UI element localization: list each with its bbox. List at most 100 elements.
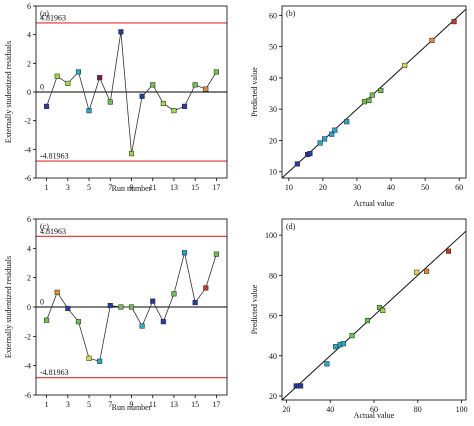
fit-line (281, 230, 467, 401)
data-point (307, 151, 313, 157)
x-tick-label: 3 (66, 183, 70, 192)
data-point (65, 80, 71, 86)
data-point (376, 304, 383, 311)
x-tick-label: 9 (130, 400, 134, 409)
data-point (150, 298, 156, 304)
data-point (322, 136, 328, 142)
y-tick-label: 4 (27, 244, 31, 253)
data-point (75, 319, 81, 325)
data-point (203, 285, 209, 291)
data-point (160, 319, 166, 325)
x-tick-label: 13 (170, 183, 178, 192)
x-tick-label: 11 (149, 400, 157, 409)
data-point (160, 100, 166, 107)
data-point (97, 358, 103, 364)
x-tick-label: 60 (370, 405, 378, 414)
y-tick-label: 4 (27, 31, 31, 40)
data-point (128, 151, 135, 157)
data-point (369, 92, 375, 98)
data-point (324, 361, 330, 367)
data-point (86, 355, 92, 361)
x-tick-label: 15 (191, 183, 199, 192)
x-tick-label: 3 (66, 400, 70, 409)
data-point (378, 87, 384, 93)
x-tick-label: 60 (455, 183, 463, 192)
y-tick-label: 6 (27, 215, 31, 224)
x-tick-label: 1 (45, 400, 49, 409)
data-point (171, 108, 177, 114)
data-point (333, 344, 339, 350)
data-point (86, 108, 92, 114)
x-tick-label: 5 (87, 400, 91, 409)
data-point (317, 140, 323, 146)
data-point (139, 323, 145, 329)
y-tick-label: 30 (269, 105, 277, 114)
y-tick-label: 0 (27, 88, 31, 97)
x-tick-label: 17 (212, 183, 220, 192)
y-tick-label: -6 (24, 391, 31, 400)
x-axis-label: Run number (112, 403, 152, 412)
data-point (75, 69, 81, 75)
data-point (349, 333, 355, 339)
panel-label: (b) (286, 9, 296, 18)
data-point (192, 300, 198, 306)
data-point (213, 69, 219, 75)
data-point (424, 268, 430, 274)
data-point (54, 73, 60, 79)
data-point (329, 131, 335, 137)
x-tick-label: 40 (387, 183, 395, 192)
limit-line-label: -4.81963 (40, 152, 69, 161)
limit-line-label: 4.81963 (40, 227, 66, 236)
zero-line-label: 0 (40, 83, 44, 92)
y-tick-label: -6 (24, 174, 31, 183)
y-axis-label: Predicted value (250, 284, 259, 334)
panel-b: 10 20 30 40 50 60 10 20 30 40 50 60 (b) Actual value P… (250, 5, 467, 208)
data-point (366, 97, 372, 103)
y-tick-label: 20 (269, 136, 277, 145)
x-tick-label: 7 (108, 183, 112, 192)
data-point (445, 248, 452, 254)
data-point (294, 161, 300, 167)
data-point (402, 62, 408, 68)
y-axis-label: Externally studentized residuals (4, 41, 13, 143)
x-axis-label: Run number (112, 184, 152, 193)
x-tick-label: 9 (130, 183, 134, 192)
data-point (429, 37, 435, 43)
data-point (340, 341, 346, 347)
limit-line-label: 4.81963 (40, 13, 66, 22)
data-point (65, 305, 71, 312)
data-point (451, 19, 457, 25)
y-tick-label: 40 (269, 74, 277, 83)
y-tick-label: 60 (269, 11, 277, 20)
x-tick-label: 1 (45, 183, 49, 192)
x-axis-label: Actual value (354, 411, 395, 420)
panel-label: (c) (40, 222, 49, 231)
series-line (46, 31, 217, 154)
x-tick-label: 20 (282, 405, 290, 414)
y-tick-label: -2 (24, 332, 31, 341)
data-point (414, 269, 420, 275)
y-tick-label: 80 (269, 271, 277, 280)
data-point (44, 103, 50, 109)
data-point (182, 250, 188, 256)
y-tick-label: 2 (27, 274, 31, 283)
x-tick-label: 5 (87, 183, 91, 192)
data-point (44, 317, 50, 323)
data-point (118, 29, 124, 35)
data-point (364, 318, 370, 324)
data-point (298, 383, 304, 389)
y-tick-label: 20 (269, 392, 277, 401)
y-axis-label: Externally studentized residuals (4, 256, 13, 358)
y-tick-label: 100 (265, 231, 277, 240)
data-point (150, 82, 156, 88)
x-tick-label: 100 (456, 405, 468, 414)
y-tick-label: 6 (27, 2, 31, 11)
x-tick-label: 80 (414, 405, 422, 414)
y-axis-label: Predicted value (250, 67, 259, 117)
plot-frame (281, 5, 467, 179)
data-point (213, 251, 219, 257)
y-tick-label: 10 (269, 168, 277, 177)
x-tick-label: 13 (170, 400, 178, 409)
